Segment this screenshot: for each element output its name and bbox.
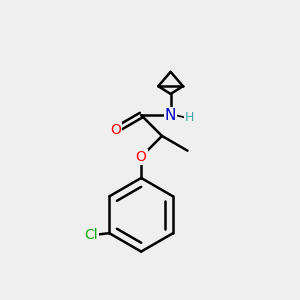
Text: O: O (110, 123, 121, 137)
Text: H: H (185, 111, 194, 124)
Text: N: N (165, 108, 176, 123)
Text: O: O (136, 150, 147, 164)
Text: Cl: Cl (84, 228, 98, 242)
